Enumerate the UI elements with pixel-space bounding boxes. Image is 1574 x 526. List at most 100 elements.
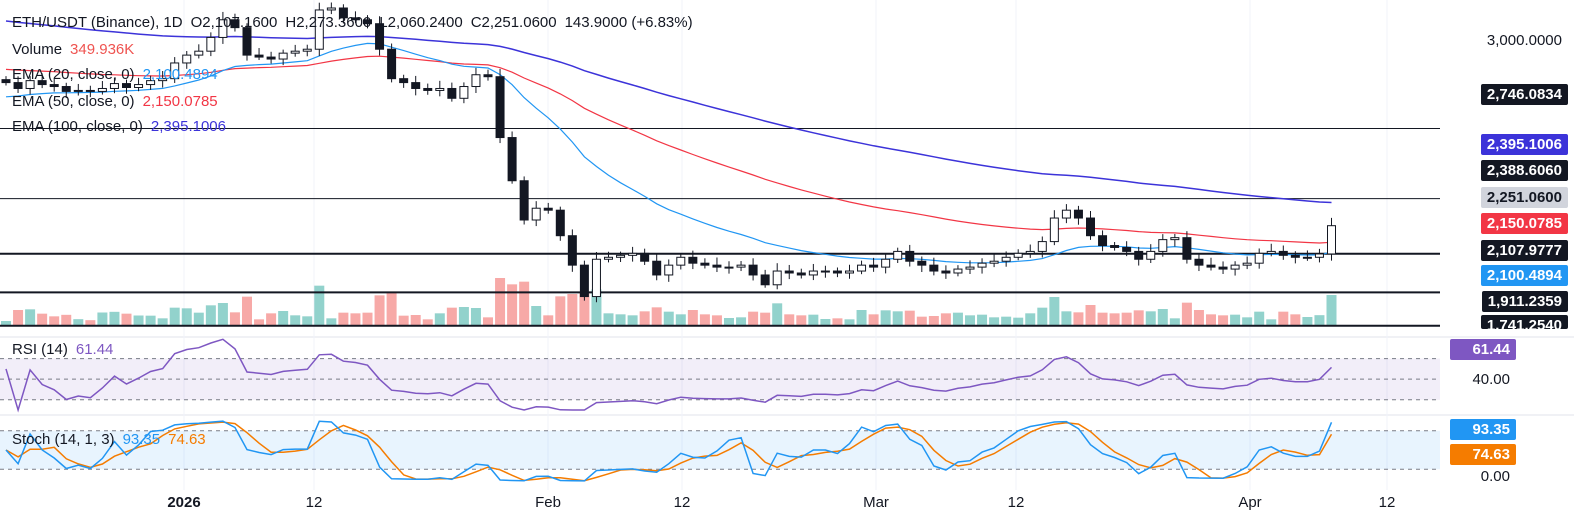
volume-bar-106 — [1278, 311, 1289, 326]
candle-body-77 — [929, 264, 939, 272]
volume-legend[interactable]: Volume 349.936K — [12, 41, 142, 58]
stoch-k-line — [5, 420, 1333, 482]
candle-body-21 — [254, 54, 264, 58]
candle-body-19 — [230, 19, 240, 29]
candle-body-89 — [1073, 209, 1083, 219]
candle-body-66 — [796, 272, 806, 276]
volume-bar-12 — [145, 315, 156, 326]
candle-body-50 — [604, 256, 613, 260]
volume-bar-44 — [531, 306, 542, 326]
volume-bar-102 — [1230, 314, 1241, 326]
volume-bar-62 — [748, 311, 759, 326]
price-label-1741: 1,741.2540 — [1480, 315, 1568, 329]
volume-bar-26 — [314, 285, 325, 326]
price-label-1911: 1,911.2359 — [1481, 291, 1568, 312]
volume-bar-84 — [1013, 317, 1024, 326]
main-legend: ETH/USDT (Binance), 1D O2,107.1600 H2,273.… — [12, 14, 701, 31]
volume-bar-7 — [85, 320, 96, 326]
candle-body-28 — [338, 7, 348, 19]
volume-bar-76 — [916, 316, 927, 326]
candle-body-67 — [808, 270, 818, 276]
x-label-jan12: 12 — [305, 494, 323, 511]
candle-body-27 — [326, 7, 336, 11]
grid — [0, 0, 1574, 490]
candle-body-1 — [13, 82, 23, 89]
candle-body-59 — [712, 264, 722, 268]
volume-bar-4 — [49, 316, 60, 326]
ema100-line — [5, 20, 1332, 204]
volume-bar-104 — [1254, 311, 1265, 326]
volume-bar-57 — [687, 310, 698, 326]
candle-body-20 — [242, 27, 252, 56]
candle-body-24 — [290, 50, 300, 54]
candle-body-44 — [531, 207, 541, 221]
candle-body-56 — [676, 256, 686, 266]
volume-bar-61 — [736, 317, 747, 326]
stoch-label: Stoch (14, 1, 3) — [12, 431, 115, 448]
volume-bar-107 — [1290, 314, 1301, 326]
ema20-value: 2,100.4894 — [142, 66, 218, 83]
volume-bar-15 — [181, 308, 192, 326]
volume-bar-72 — [868, 314, 879, 326]
volume-bar-95 — [1145, 311, 1156, 326]
stoch-legend[interactable]: Stoch (14, 1, 3) 93.35 74.63 — [12, 431, 214, 448]
candle-body-73 — [881, 258, 891, 268]
volume-bar-21 — [254, 319, 265, 326]
volume-bar-83 — [1001, 316, 1012, 326]
volume-bar-109 — [1314, 315, 1325, 326]
candle-body-54 — [652, 260, 662, 276]
price-label-ema50: 2,150.0785 — [1480, 213, 1568, 234]
volume-bar-56 — [675, 314, 686, 326]
volume-bar-87 — [1049, 297, 1060, 326]
volume-bar-96 — [1157, 309, 1168, 326]
candle-body-31 — [375, 23, 385, 50]
volume-bar-30 — [362, 312, 373, 326]
candle-body-11 — [134, 84, 144, 89]
volume-bar-85 — [1025, 313, 1036, 326]
volume-label: Volume — [12, 41, 63, 58]
high-value: H2,273.3600 — [285, 14, 372, 31]
volume-bar-101 — [1218, 315, 1229, 326]
x-label-mar: Mar — [863, 494, 889, 511]
candle-body-2 — [25, 80, 35, 89]
candle-body-93 — [1122, 246, 1132, 252]
horizontal-lines — [0, 128, 1440, 327]
candle-body-110 — [1327, 225, 1336, 255]
candle-body-46 — [555, 209, 565, 237]
candle-body-25 — [302, 48, 312, 52]
candle-body-78 — [941, 270, 951, 274]
ema20-legend[interactable]: EMA (20, close, 0) 2,100.4894 — [12, 66, 226, 83]
candle-body-18 — [218, 19, 228, 38]
candle-body-45 — [543, 207, 553, 211]
volume-bar-18 — [217, 303, 228, 326]
volume-bar-71 — [856, 310, 867, 326]
volume-bar-103 — [1242, 317, 1253, 326]
volume-bar-46 — [555, 296, 566, 326]
candle-body-34 — [411, 82, 421, 89]
rsi-legend[interactable]: RSI (14) 61.44 — [12, 341, 121, 358]
volume-bar-66 — [796, 315, 807, 326]
candle-body-99 — [1194, 258, 1204, 266]
candle-body-49 — [591, 258, 601, 298]
volume-bar-49 — [591, 289, 602, 326]
volume-bar-94 — [1133, 310, 1144, 326]
volume-bar-19 — [229, 312, 240, 326]
rsi-label: RSI (14) — [12, 341, 68, 358]
candle-body-47 — [567, 235, 577, 266]
symbol-label[interactable]: ETH/USDT (Binance), 1D — [12, 14, 183, 31]
rsi-line — [5, 338, 1333, 413]
volume-bar-97 — [1169, 318, 1180, 326]
candle-body-22 — [266, 56, 276, 60]
candle-body-76 — [917, 260, 927, 266]
volume-bar-69 — [832, 318, 843, 326]
volume-value: 349.936K — [70, 41, 135, 58]
ema50-legend[interactable]: EMA (50, close, 0) 2,150.0785 — [12, 93, 226, 110]
candle-body-106 — [1278, 250, 1288, 256]
candle-body-0 — [1, 79, 11, 84]
volume-bar-82 — [989, 317, 1000, 326]
ema100-legend[interactable]: EMA (100, close, 0) 2,395.1006 — [12, 118, 234, 135]
volume-bar-8 — [97, 312, 108, 326]
candle-body-85 — [1025, 250, 1035, 254]
ema20-label: EMA (20, close, 0) — [12, 66, 135, 83]
